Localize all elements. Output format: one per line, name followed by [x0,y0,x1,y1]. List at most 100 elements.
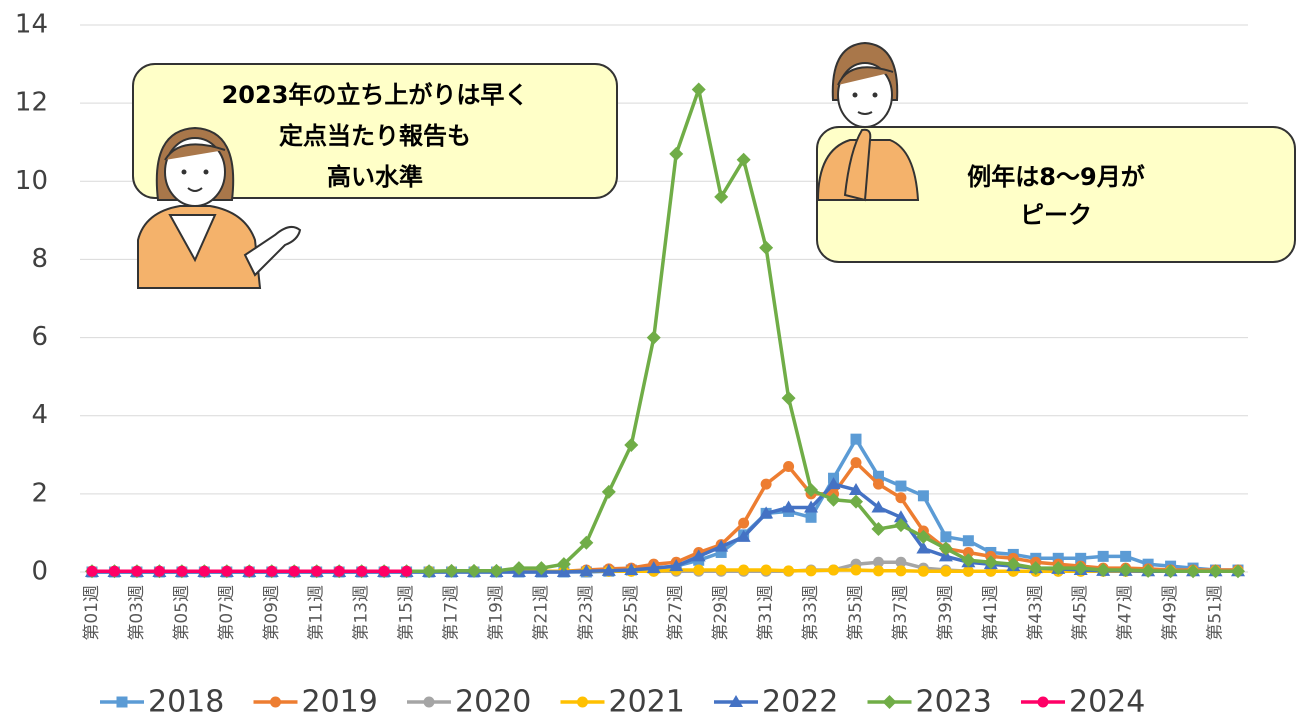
y-tick-label: 0 [31,557,48,587]
legend-label: 2021 [609,685,685,719]
series-line [92,437,1238,574]
x-tick-label: 第51週 [1206,585,1226,641]
x-tick-label: 第09週 [262,585,282,641]
y-tick-label: 6 [31,322,48,352]
marker [828,564,840,576]
y-tick-label: 2 [31,478,48,508]
x-tick-label: 第13週 [352,585,372,641]
marker [849,482,863,495]
marker [1120,550,1132,562]
x-tick-label: 第19週 [486,585,506,641]
marker [715,564,727,576]
marker [131,565,143,577]
marker [1141,563,1156,578]
marker [467,563,481,578]
x-tick-label: 第43週 [1026,585,1046,641]
marker [601,563,616,576]
marker [759,240,774,255]
x-tick-label: 第41週 [981,585,1001,641]
marker [270,696,281,708]
y-tick-label: 4 [31,400,48,430]
x-tick-label: 第33週 [801,585,821,641]
marker [895,565,907,577]
marker [378,565,390,577]
legend-label: 2020 [455,685,531,719]
marker [917,490,929,502]
marker [729,695,743,707]
marker [783,461,795,473]
series-line [92,460,1238,573]
marker [311,565,323,577]
marker [738,564,750,576]
marker [783,565,795,577]
callout-left [132,63,618,289]
marker [221,565,233,577]
marker [669,146,684,161]
marker [804,482,819,497]
marker [691,82,706,97]
marker [601,484,616,499]
marker [1231,564,1245,579]
marker [826,492,841,507]
marker [1075,552,1087,564]
speech-bubble [132,63,618,199]
marker [1037,696,1049,708]
marker [738,517,750,529]
marker [1052,552,1064,564]
marker [714,189,729,204]
x-tick-label: 第31週 [756,585,776,641]
marker [962,535,974,547]
marker [401,565,413,577]
marker [1073,561,1088,576]
x-tick-label: 第25週 [621,585,641,641]
marker [624,563,639,576]
x-tick-label: 第47週 [1116,585,1136,641]
x-tick-label: 第39週 [936,585,956,641]
marker [691,549,706,562]
marker [893,510,908,523]
marker [1097,550,1109,562]
marker [916,541,931,554]
x-tick-label: 第37週 [891,585,911,641]
marker [1186,564,1201,579]
marker [872,556,884,568]
marker [961,553,976,568]
marker [577,696,588,708]
marker [849,494,863,509]
annotation: 2023年の立ち上がりは早く [222,81,529,109]
x-tick-label: 第01週 [82,585,102,641]
marker [872,470,884,482]
marker [940,565,952,577]
marker [781,500,796,513]
marker [962,565,974,577]
y-tick-label: 8 [31,244,48,274]
marker [86,565,98,577]
marker [266,565,278,577]
marker [333,565,345,577]
marker [693,564,705,576]
marker [624,438,639,453]
marker [444,563,459,578]
x-tick-label: 第21週 [531,585,551,641]
annotation: 例年は8～9月が [967,163,1144,191]
marker [872,565,884,577]
marker [826,477,841,490]
person-illustration [137,126,302,289]
marker [850,564,862,576]
x-tick-label: 第27週 [666,585,686,641]
x-tick-label: 第29週 [711,585,731,641]
x-tick-label: 第17週 [442,585,462,641]
annotation: 高い水準 [327,163,423,191]
marker [176,565,188,577]
marker [1208,564,1223,579]
legend-label: 2022 [762,685,838,719]
marker [962,546,974,558]
x-tick-label: 第03週 [127,585,147,641]
marker [534,561,549,576]
legend-label: 2023 [916,685,992,719]
marker [781,391,796,406]
marker [805,565,817,577]
speech-bubble [816,126,1296,263]
marker [198,565,210,577]
